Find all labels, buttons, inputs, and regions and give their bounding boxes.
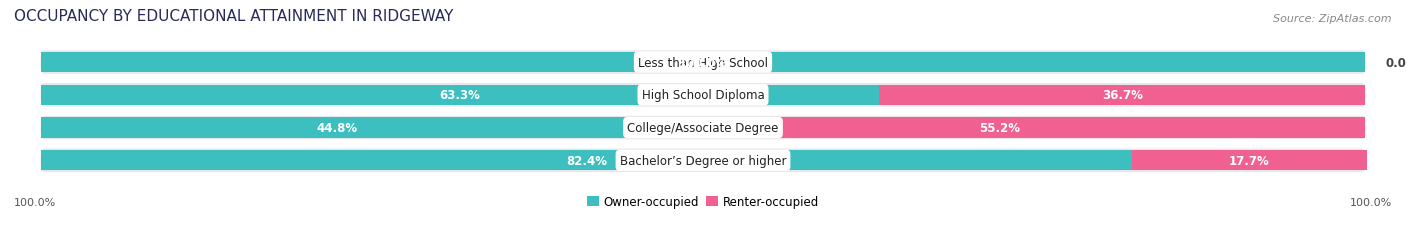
Text: 55.2%: 55.2% [979,122,1021,134]
Text: Less than High School: Less than High School [638,56,768,69]
Bar [41,151,1132,171]
Bar [1132,151,1367,171]
Text: 44.8%: 44.8% [316,122,359,134]
Text: Source: ZipAtlas.com: Source: ZipAtlas.com [1274,14,1392,24]
Text: 63.3%: 63.3% [440,89,481,102]
Text: 100.0%: 100.0% [679,56,727,69]
Text: High School Diploma: High School Diploma [641,89,765,102]
Bar [41,118,634,138]
Text: 36.7%: 36.7% [1102,89,1143,102]
Bar [879,85,1365,106]
Legend: Owner-occupied, Renter-occupied: Owner-occupied, Renter-occupied [582,191,824,213]
FancyBboxPatch shape [41,116,1365,140]
FancyBboxPatch shape [41,149,1365,172]
Bar [41,85,879,106]
Text: 100.0%: 100.0% [14,197,56,207]
Text: 82.4%: 82.4% [565,154,607,167]
Text: 100.0%: 100.0% [1350,197,1392,207]
Bar [634,118,1365,138]
Text: OCCUPANCY BY EDUCATIONAL ATTAINMENT IN RIDGEWAY: OCCUPANCY BY EDUCATIONAL ATTAINMENT IN R… [14,9,453,24]
Bar [41,53,1365,73]
Text: 0.0%: 0.0% [1385,56,1406,69]
FancyBboxPatch shape [41,84,1365,107]
Text: Bachelor’s Degree or higher: Bachelor’s Degree or higher [620,154,786,167]
Text: 17.7%: 17.7% [1229,154,1270,167]
FancyBboxPatch shape [41,51,1365,75]
Text: College/Associate Degree: College/Associate Degree [627,122,779,134]
